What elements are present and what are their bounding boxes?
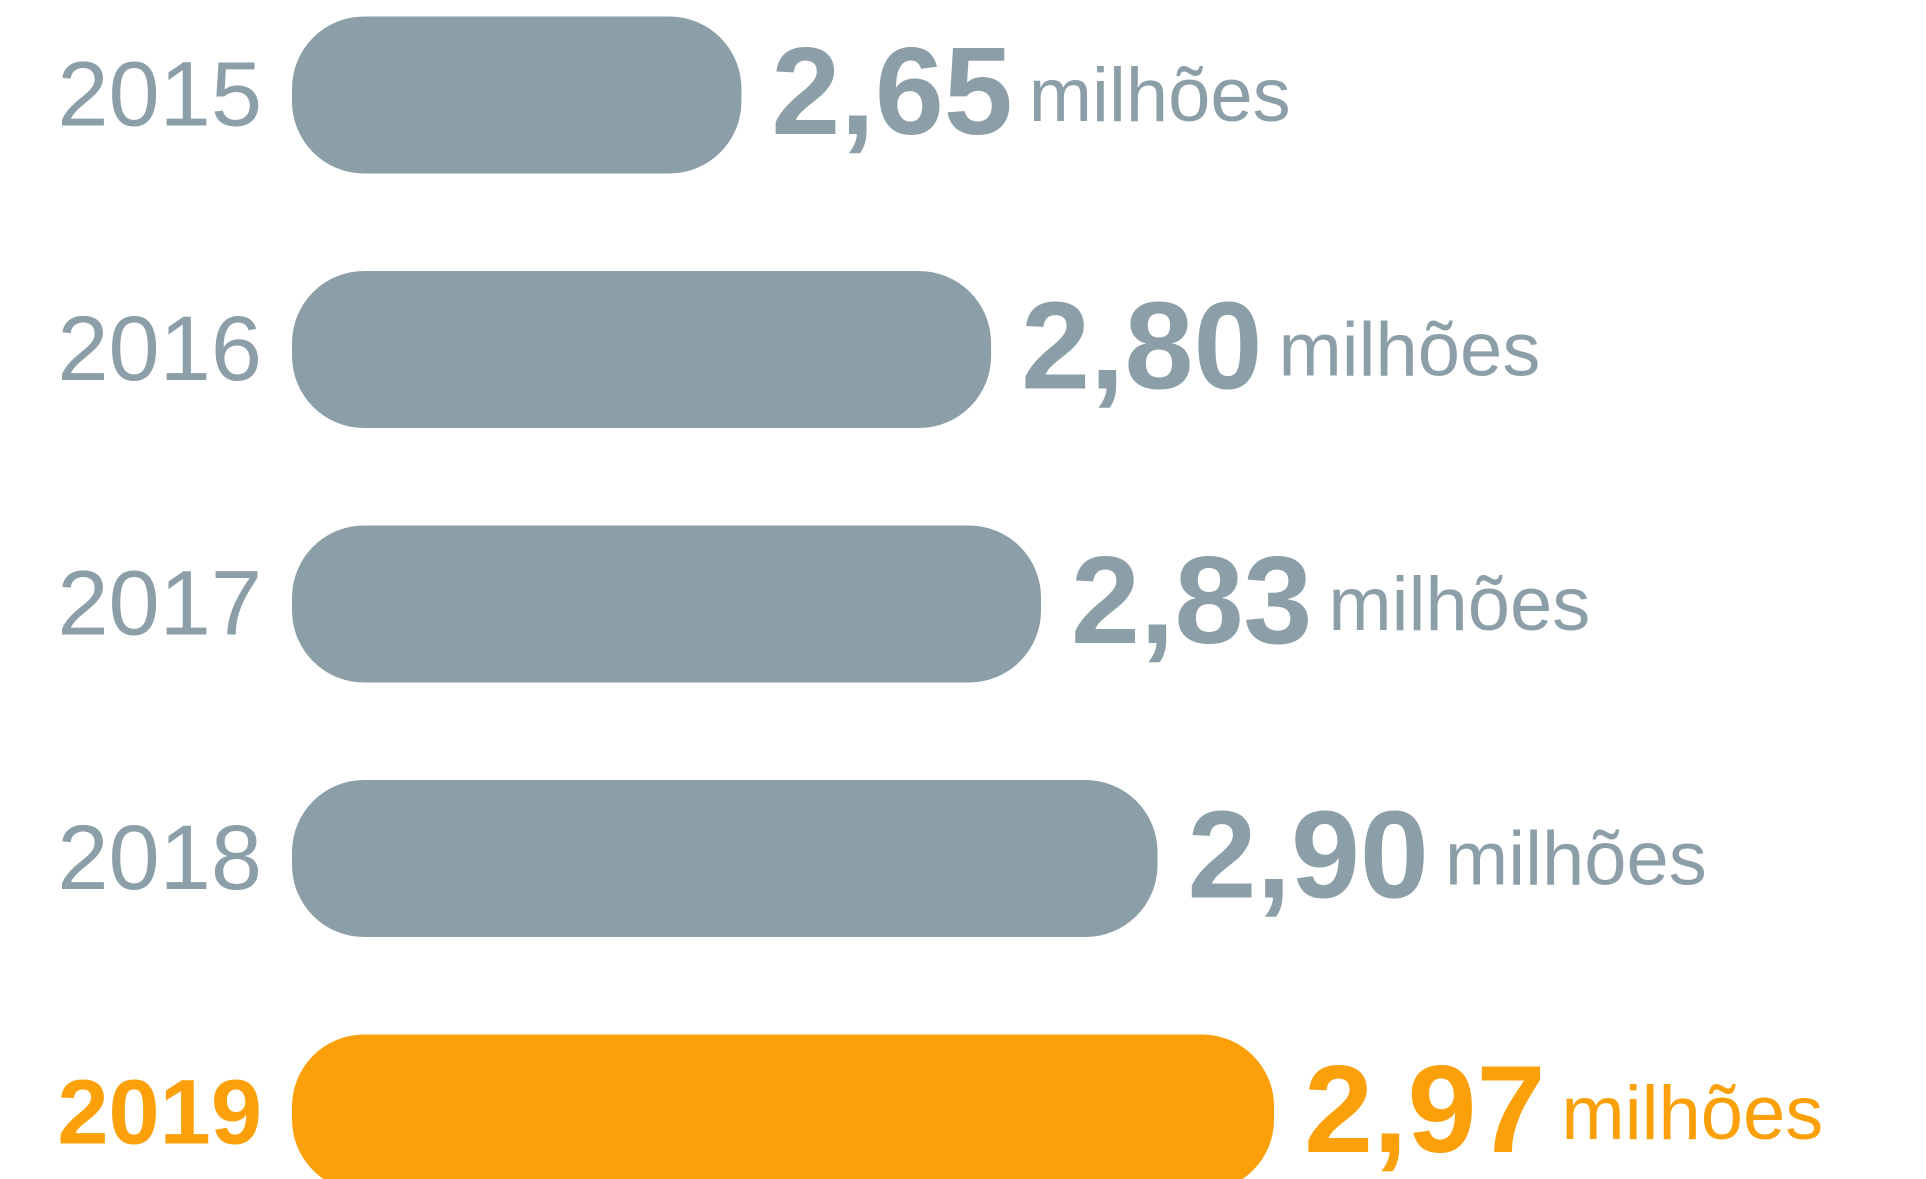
year-label: 2019: [57, 1061, 262, 1163]
unit: milhões: [1445, 817, 1707, 902]
unit: milhões: [1278, 308, 1540, 393]
value: 2,90: [1188, 786, 1429, 924]
year-label: 2018: [57, 807, 262, 909]
year-label: 2017: [57, 552, 262, 654]
unit: milhões: [1328, 562, 1590, 647]
value-label: 2,80 milhões: [1021, 277, 1540, 415]
value-label: 2,65 milhões: [771, 23, 1290, 161]
unit: milhões: [1029, 53, 1291, 138]
value: 2,83: [1071, 532, 1312, 670]
value: 2,80: [1021, 277, 1262, 415]
bar: [292, 780, 1158, 937]
value-label: 2,90 milhões: [1188, 786, 1707, 924]
bar: [292, 16, 742, 174]
value-label: 2,97 milhões: [1304, 1041, 1823, 1179]
year-label: 2015: [57, 43, 262, 145]
bar: [292, 525, 1042, 683]
unit: milhões: [1561, 1071, 1823, 1156]
bar: [292, 1034, 1275, 1179]
year-label: 2016: [57, 298, 262, 400]
value: 2,97: [1304, 1041, 1545, 1179]
bar: [292, 271, 992, 428]
value: 2,65: [771, 23, 1012, 161]
value-label: 2,83 milhões: [1071, 532, 1590, 670]
